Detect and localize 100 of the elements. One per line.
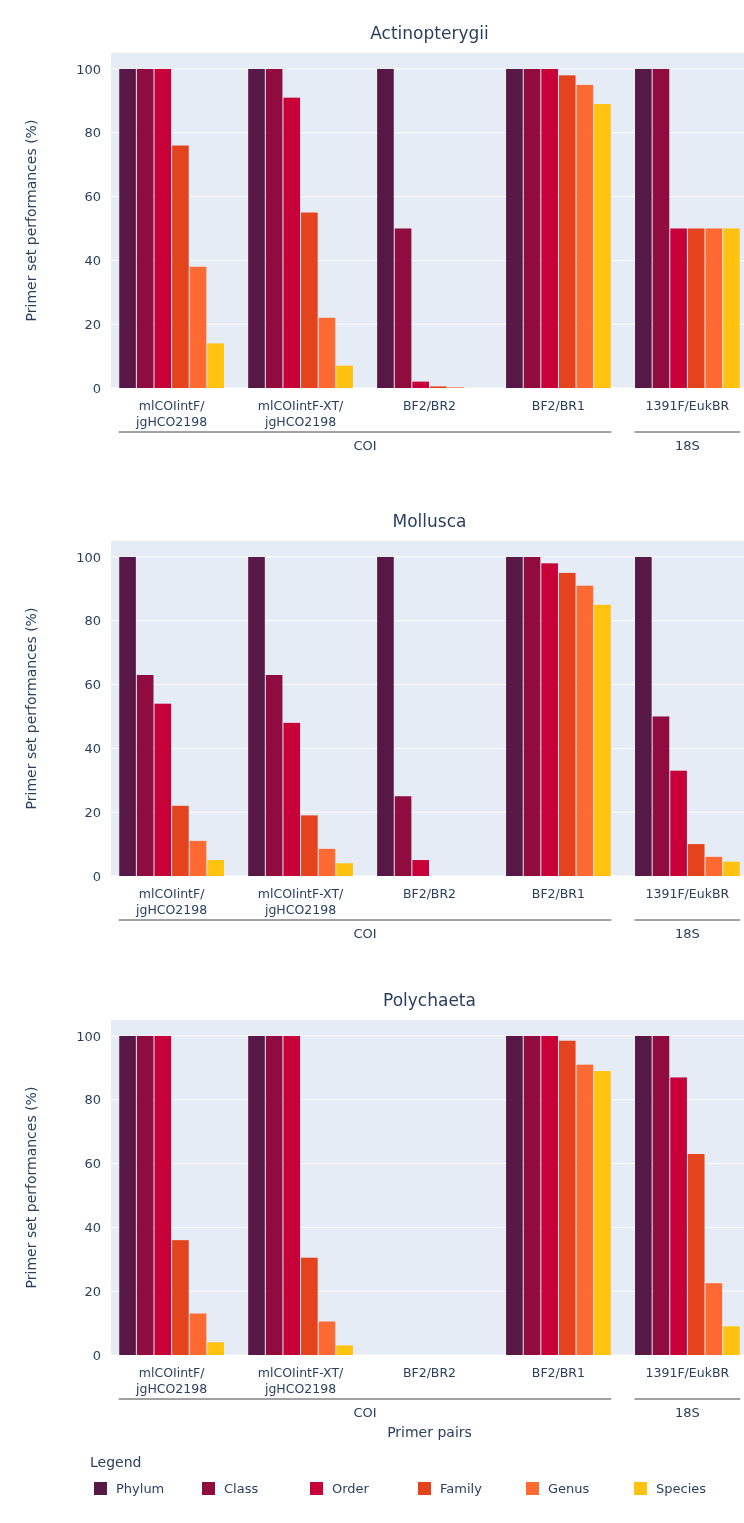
bar xyxy=(506,556,523,876)
bar xyxy=(670,228,687,388)
bar xyxy=(523,556,541,876)
x-axis-title: Primer pairs xyxy=(387,1424,472,1440)
bar xyxy=(635,68,652,388)
text: COI xyxy=(353,926,377,941)
bar xyxy=(723,1326,740,1355)
bar xyxy=(301,1257,318,1355)
bar xyxy=(248,1035,265,1355)
bar xyxy=(652,716,670,876)
y-tick-label: 100 xyxy=(76,1028,101,1044)
bar xyxy=(558,1040,576,1355)
bar xyxy=(377,68,394,388)
bar xyxy=(576,1064,594,1355)
bar xyxy=(154,1035,172,1355)
bar xyxy=(705,856,723,876)
bar xyxy=(576,84,594,388)
text: 18S xyxy=(675,926,700,941)
x-tick-label: 1391F/EukBR xyxy=(645,886,730,901)
bar xyxy=(136,675,154,876)
y-tick-label: 0 xyxy=(92,1347,101,1363)
bar xyxy=(172,145,189,388)
y-tick-label: 40 xyxy=(84,1219,101,1235)
bar xyxy=(723,861,740,876)
legend-label: Genus xyxy=(548,1481,590,1496)
x-tick-label: 1391F/EukBR xyxy=(645,1365,730,1380)
bar xyxy=(301,212,318,388)
legend-label: Family xyxy=(440,1481,483,1496)
chart-title: Actinopterygii xyxy=(370,23,489,43)
y-axis-title: Primer set performances (%) xyxy=(23,607,39,810)
chart-title: Polychaeta xyxy=(383,990,476,1010)
bar xyxy=(705,228,723,388)
bar xyxy=(412,381,429,388)
bar xyxy=(635,1035,652,1355)
y-tick-label: 60 xyxy=(84,1156,101,1172)
legend-label: Phylum xyxy=(116,1481,165,1496)
y-tick-label: 20 xyxy=(84,804,101,820)
bar xyxy=(594,604,611,876)
bar xyxy=(541,68,558,388)
x-tick-label: mlCOIintF/ jgHCO2198 xyxy=(135,886,208,917)
y-tick-label: 60 xyxy=(84,189,101,205)
bar xyxy=(248,68,265,388)
bar xyxy=(394,796,412,876)
x-tick-label: BF2/BR1 xyxy=(531,1365,586,1380)
y-tick-label: 80 xyxy=(84,613,101,629)
bar xyxy=(687,844,705,876)
y-tick-label: 80 xyxy=(84,1092,101,1108)
bar xyxy=(248,556,265,876)
bar xyxy=(119,68,136,388)
x-tick-label: BF2/BR1 xyxy=(531,886,586,901)
legend-label: Species xyxy=(656,1481,707,1496)
bar xyxy=(336,365,353,388)
bar xyxy=(119,556,136,876)
bar xyxy=(154,68,172,388)
bar xyxy=(136,68,154,388)
bar xyxy=(687,228,705,388)
bar xyxy=(635,556,652,876)
y-tick-label: 40 xyxy=(84,740,101,756)
bar xyxy=(394,228,412,388)
bar xyxy=(670,770,687,876)
legend-label: Order xyxy=(332,1481,370,1496)
y-tick-label: 100 xyxy=(76,549,101,565)
chart-title: Mollusca xyxy=(392,511,467,531)
x-tick-label: BF2/BR2 xyxy=(402,1365,457,1380)
bar xyxy=(336,1345,353,1355)
bar xyxy=(207,860,224,876)
legend-title: Legend xyxy=(90,1454,142,1470)
bar xyxy=(265,1035,283,1355)
bar xyxy=(558,572,576,876)
bar xyxy=(576,585,594,876)
text: 18S xyxy=(675,1405,700,1420)
bar xyxy=(189,1313,207,1355)
y-tick-label: 0 xyxy=(92,868,101,884)
y-axis-title: Primer set performances (%) xyxy=(23,1086,39,1289)
bar xyxy=(336,863,353,876)
bar xyxy=(283,1035,301,1355)
y-tick-label: 100 xyxy=(76,61,101,77)
y-tick-label: 80 xyxy=(84,125,101,141)
bar xyxy=(412,860,429,876)
bar xyxy=(670,1077,687,1355)
bar xyxy=(172,1240,189,1355)
text: 18S xyxy=(675,438,700,453)
x-tick-label: BF2/BR2 xyxy=(402,398,457,413)
bar xyxy=(318,317,336,388)
bar xyxy=(723,228,740,388)
bar xyxy=(594,104,611,388)
bar xyxy=(283,722,301,876)
x-tick-label: BF2/BR2 xyxy=(402,886,457,901)
bar xyxy=(318,1321,336,1355)
x-tick-label: mlCOIintF/ jgHCO2198 xyxy=(135,1365,208,1396)
bar xyxy=(207,343,224,388)
x-tick-label: mlCOIintF/ jgHCO2198 xyxy=(135,398,208,429)
bar xyxy=(652,1035,670,1355)
legend-label: Class xyxy=(224,1481,259,1496)
text: COI xyxy=(353,438,377,453)
x-tick-label: mlCOIintF-XT/ jgHCO2198 xyxy=(257,398,345,429)
bar xyxy=(119,1035,136,1355)
bar xyxy=(523,1035,541,1355)
y-tick-label: 60 xyxy=(84,677,101,693)
x-tick-label: mlCOIintF-XT/ jgHCO2198 xyxy=(257,886,345,917)
